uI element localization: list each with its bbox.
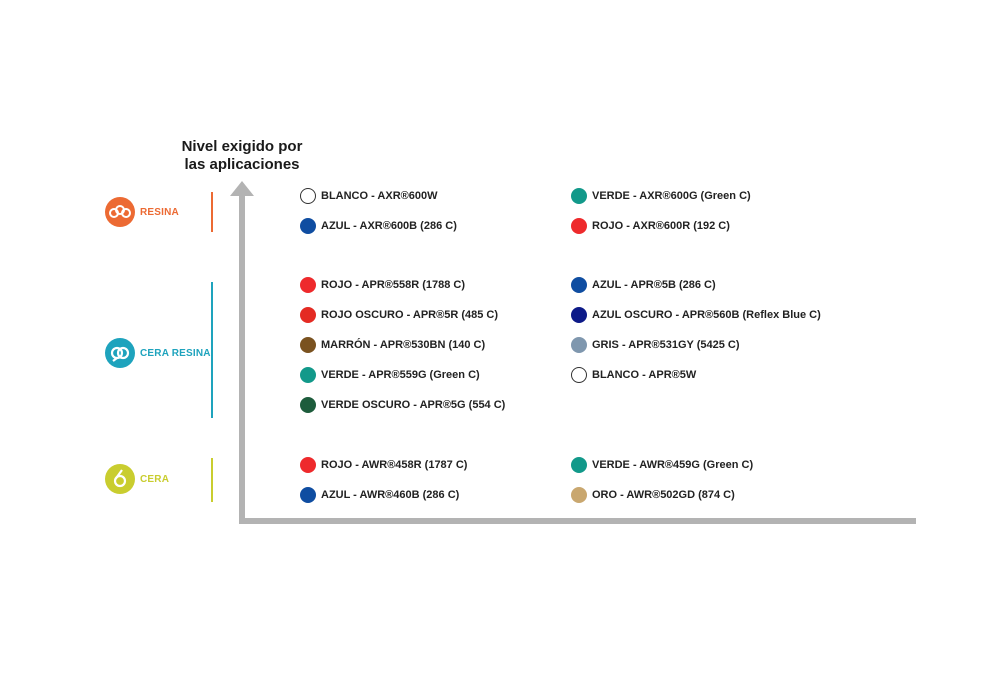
product-item: VERDE - APR®559G (Green C) xyxy=(300,366,480,384)
product-label: VERDE OSCURO - APR®5G (554 C) xyxy=(321,399,506,411)
product-item: AZUL - AXR®600B (286 C) xyxy=(300,217,457,235)
cera-resina-logo-icon xyxy=(105,338,135,368)
color-swatch xyxy=(571,277,587,293)
color-swatch xyxy=(300,277,316,293)
product-item: BLANCO - APR®5W xyxy=(571,366,696,384)
product-item: AZUL OSCURO - APR®560B (Reflex Blue C) xyxy=(571,306,821,324)
category-label: CERA xyxy=(140,473,170,485)
color-swatch xyxy=(300,487,316,503)
product-item: ROJO - AXR®600R (192 C) xyxy=(571,217,730,235)
axis-title-line-2: las aplicaciones xyxy=(184,156,300,173)
product-item: AZUL - AWR®460B (286 C) xyxy=(300,486,459,504)
color-swatch xyxy=(571,307,587,323)
color-swatch xyxy=(300,218,316,234)
product-item: VERDE OSCURO - APR®5G (554 C) xyxy=(300,396,505,414)
axis-title: Nivel exigido por las aplicaciones xyxy=(172,138,312,174)
product-label: BLANCO - AXR®600W xyxy=(321,190,438,202)
product-label: VERDE - APR®559G (Green C) xyxy=(321,369,480,381)
vertical-axis-arrow-icon xyxy=(230,181,254,196)
product-item: AZUL - APR®5B (286 C) xyxy=(571,276,716,294)
axis-title-line-1: Nivel exigido por xyxy=(181,138,303,155)
category-cera-resina: CERA RESINA xyxy=(104,337,211,369)
product-label: VERDE - AXR®600G (Green C) xyxy=(592,190,751,202)
product-label: MARRÓN - APR®530BN (140 C) xyxy=(321,339,486,351)
product-label: AZUL OSCURO - APR®560B (Reflex Blue C) xyxy=(592,309,821,321)
color-swatch xyxy=(300,367,316,383)
color-swatch xyxy=(300,457,316,473)
category-resina: RESINA xyxy=(104,196,179,228)
product-label: ROJO - APR®558R (1788 C) xyxy=(321,279,466,291)
color-swatch xyxy=(300,307,316,323)
product-item: VERDE - AWR®459G (Green C) xyxy=(571,456,753,474)
color-swatch xyxy=(300,337,316,353)
product-label: BLANCO - APR®5W xyxy=(592,369,697,381)
product-item: ROJO OSCURO - APR®5R (485 C) xyxy=(300,306,498,324)
product-item: GRIS - APR®531GY (5425 C) xyxy=(571,336,740,354)
product-label: AZUL - AWR®460B (286 C) xyxy=(321,489,460,501)
color-swatch xyxy=(571,337,587,353)
product-item: ORO - AWR®502GD (874 C) xyxy=(571,486,735,504)
color-swatch xyxy=(300,397,316,413)
product-item: MARRÓN - APR®530BN (140 C) xyxy=(300,336,485,354)
category-bar-resina xyxy=(211,192,213,232)
color-swatch xyxy=(571,188,587,204)
color-swatch xyxy=(571,487,587,503)
product-item: ROJO - AWR®458R (1787 C) xyxy=(300,456,467,474)
category-bar-cera-resina xyxy=(211,282,213,418)
product-label: ROJO - AXR®600R (192 C) xyxy=(592,220,730,232)
product-item: VERDE - AXR®600G (Green C) xyxy=(571,187,751,205)
color-swatch xyxy=(571,367,587,383)
product-label: VERDE - AWR®459G (Green C) xyxy=(592,459,754,471)
color-swatch xyxy=(571,457,587,473)
category-bar-cera xyxy=(211,458,213,502)
product-label: ORO - AWR®502GD (874 C) xyxy=(592,489,735,501)
product-item: ROJO - APR®558R (1788 C) xyxy=(300,276,465,294)
product-label: GRIS - APR®531GY (5425 C) xyxy=(592,339,740,351)
category-label: RESINA xyxy=(140,206,179,218)
category-label: CERA RESINA xyxy=(140,347,211,359)
cera-logo-icon xyxy=(105,464,135,494)
product-label: ROJO - AWR®458R (1787 C) xyxy=(321,459,468,471)
color-swatch xyxy=(300,188,316,204)
product-label: ROJO OSCURO - APR®5R (485 C) xyxy=(321,309,499,321)
category-cera: CERA xyxy=(104,463,169,495)
product-label: AZUL - APR®5B (286 C) xyxy=(592,279,716,291)
color-swatch xyxy=(571,218,587,234)
product-label: AZUL - AXR®600B (286 C) xyxy=(321,220,457,232)
resina-logo-icon xyxy=(105,197,135,227)
product-item: BLANCO - AXR®600W xyxy=(300,187,437,205)
